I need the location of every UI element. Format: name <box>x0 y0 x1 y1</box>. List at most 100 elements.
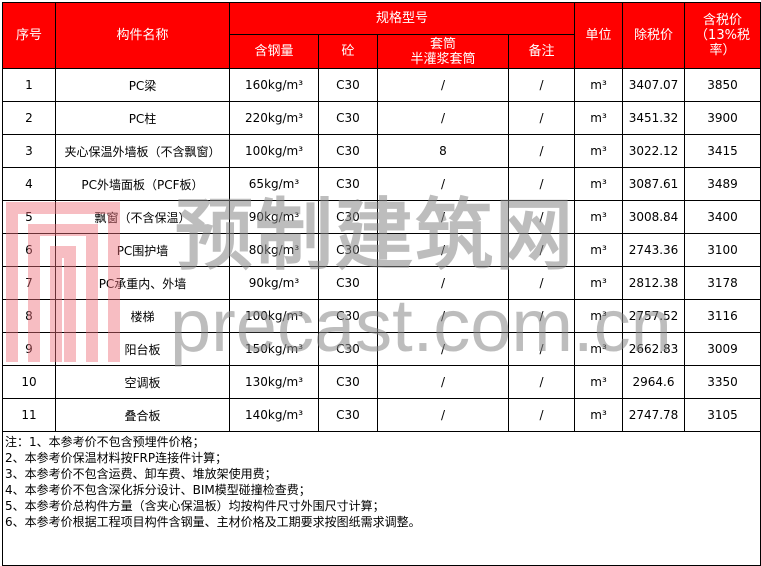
note-line: 6、本参考价根据工程项目构件含钢量、主材价格及工期要求按图纸需求调整。 <box>5 515 421 529</box>
cell-concrete: C30 <box>318 332 378 366</box>
cell-price-ex: 3407.07 <box>622 68 685 102</box>
cell-sleeve: / <box>377 200 509 234</box>
cell-sleeve: / <box>377 101 509 135</box>
cell-name: 阳台板 <box>55 332 230 366</box>
cell-no: 3 <box>2 134 56 168</box>
cell-name: PC承重内、外墙 <box>55 266 230 300</box>
cell-unit: m³ <box>574 299 623 333</box>
cell-price-in: 3100 <box>684 233 761 267</box>
cell-remark: / <box>508 68 575 102</box>
cell-no: 4 <box>2 167 56 201</box>
cell-sleeve: / <box>377 398 509 432</box>
cell-steel: 100kg/m³ <box>229 299 319 333</box>
cell-remark: / <box>508 365 575 399</box>
cell-price-ex: 3022.12 <box>622 134 685 168</box>
cell-no: 9 <box>2 332 56 366</box>
cell-name: 空调板 <box>55 365 230 399</box>
table-row: 1 PC梁 160kg/m³ C30// m³ 3407.07 3850 <box>2 68 761 102</box>
note-line: 4、本参考价不包含深化拆分设计、BIM模型碰撞检查费； <box>5 483 311 497</box>
cell-price-in: 3178 <box>684 266 761 300</box>
notes: 注：1、本参考价不包含预埋件价格； 2、本参考价保温材料按FRP连接件计算； 3、本… <box>2 431 761 566</box>
header-steel: 含钢量 <box>229 34 319 69</box>
cell-unit: m³ <box>574 398 623 432</box>
cell-price-in: 3850 <box>684 68 761 102</box>
cell-price-ex: 2964.6 <box>622 365 685 399</box>
cell-remark: / <box>508 101 575 135</box>
cell-name: PC梁 <box>55 68 230 102</box>
note-line: 5、本参考价总构件方量（含夹心保温板）均按构件尺寸外围尺寸计算； <box>5 499 385 513</box>
cell-price-ex: 3451.32 <box>622 101 685 135</box>
header-concrete: 砼 <box>318 34 378 69</box>
cell-price-ex: 3087.61 <box>622 167 685 201</box>
cell-name: 夹心保温外墙板（不含飘窗） <box>55 134 230 168</box>
cell-concrete: C30 <box>318 266 378 300</box>
cell-steel: 90kg/m³ <box>229 266 319 300</box>
table-row: 3 夹心保温外墙板（不含飘窗） 100kg/m³ C30 8/m³ 3022.12 3415 <box>2 134 761 168</box>
cell-remark: / <box>508 134 575 168</box>
header-unit: 单位 <box>574 2 623 69</box>
note-line: 注：1、本参考价不包含预埋件价格； <box>5 435 205 449</box>
header-spec: 规格型号 <box>229 2 575 35</box>
cell-name: PC外墙面板（PCF板） <box>55 167 230 201</box>
cell-no: 1 <box>2 68 56 102</box>
cell-steel: 150kg/m³ <box>229 332 319 366</box>
header-name: 构件名称 <box>55 2 230 69</box>
cell-unit: m³ <box>574 167 623 201</box>
table-row: 2 PC柱 220kg/m³ C30// m³ 3451.32 3900 <box>2 101 761 135</box>
cell-concrete: C30 <box>318 167 378 201</box>
cell-price-ex: 2662.83 <box>622 332 685 366</box>
cell-concrete: C30 <box>318 101 378 135</box>
cell-price-in: 3900 <box>684 101 761 135</box>
cell-unit: m³ <box>574 266 623 300</box>
table-row: 5 飘窗（不含保温） 90kg/m³ C30// m³ 3008.84 3400 <box>2 200 761 234</box>
cell-steel: 90kg/m³ <box>229 200 319 234</box>
cell-sleeve: / <box>377 299 509 333</box>
cell-no: 10 <box>2 365 56 399</box>
cell-price-ex: 2812.38 <box>622 266 685 300</box>
cell-no: 6 <box>2 233 56 267</box>
cell-price-in: 3400 <box>684 200 761 234</box>
cell-sleeve: / <box>377 365 509 399</box>
cell-steel: 100kg/m³ <box>229 134 319 168</box>
cell-name: PC柱 <box>55 101 230 135</box>
cell-price-ex: 2747.78 <box>622 398 685 432</box>
table-row: 6 PC围护墙 80kg/m³ C30// m³ 2743.36 3100 <box>2 233 761 267</box>
cell-sleeve: / <box>377 332 509 366</box>
table-row: 11 叠合板 140kg/m³ C30// m³ 2747.78 3105 <box>2 398 761 432</box>
cell-sleeve: / <box>377 266 509 300</box>
cell-concrete: C30 <box>318 134 378 168</box>
cell-sleeve: / <box>377 233 509 267</box>
table-row: 7 PC承重内、外墙 90kg/m³ C30// m³ 2812.38 3178 <box>2 266 761 300</box>
cell-remark: / <box>508 266 575 300</box>
table-row: 4 PC外墙面板（PCF板） 65kg/m³ C30// m³ 3087.61 3489 <box>2 167 761 201</box>
cell-name: 楼梯 <box>55 299 230 333</box>
cell-concrete: C30 <box>318 299 378 333</box>
cell-unit: m³ <box>574 233 623 267</box>
cell-name: 飘窗（不含保温） <box>55 200 230 234</box>
cell-sleeve: / <box>377 167 509 201</box>
cell-concrete: C30 <box>318 365 378 399</box>
cell-price-in: 3105 <box>684 398 761 432</box>
cell-unit: m³ <box>574 332 623 366</box>
cell-price-ex: 2743.36 <box>622 233 685 267</box>
cell-price-in: 3116 <box>684 299 761 333</box>
cell-concrete: C30 <box>318 200 378 234</box>
cell-remark: / <box>508 167 575 201</box>
cell-no: 2 <box>2 101 56 135</box>
cell-name: 叠合板 <box>55 398 230 432</box>
cell-remark: / <box>508 299 575 333</box>
note-line: 2、本参考价保温材料按FRP连接件计算； <box>5 451 228 465</box>
cell-steel: 220kg/m³ <box>229 101 319 135</box>
cell-unit: m³ <box>574 134 623 168</box>
cell-remark: / <box>508 398 575 432</box>
cell-concrete: C30 <box>318 398 378 432</box>
cell-no: 11 <box>2 398 56 432</box>
cell-concrete: C30 <box>318 233 378 267</box>
cell-unit: m³ <box>574 200 623 234</box>
header-price-ex: 除税价 <box>622 2 685 69</box>
table-row: 9 阳台板 150kg/m³ C30// m³ 2662.83 3009 <box>2 332 761 366</box>
cell-unit: m³ <box>574 68 623 102</box>
cell-name: PC围护墙 <box>55 233 230 267</box>
cell-steel: 65kg/m³ <box>229 167 319 201</box>
table-row: 8 楼梯 100kg/m³ C30// m³ 2757.52 3116 <box>2 299 761 333</box>
